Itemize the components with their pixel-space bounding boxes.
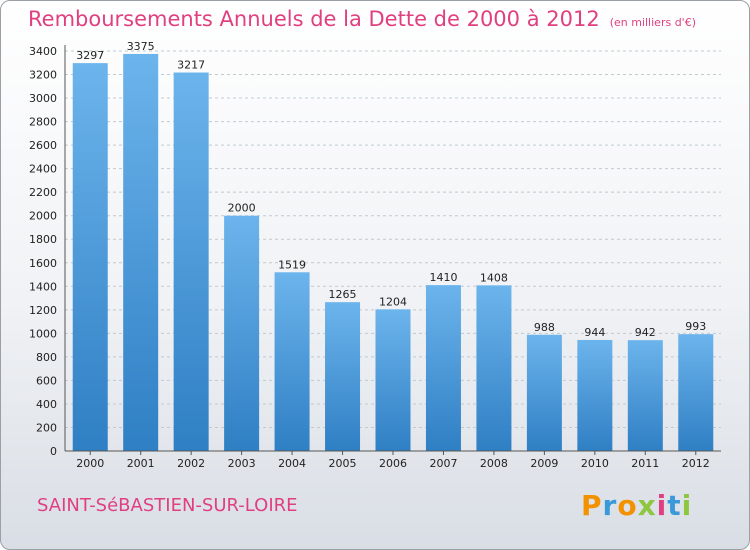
chart-subtitle: (en milliers d'€) xyxy=(609,16,696,29)
bar xyxy=(72,63,108,451)
bar xyxy=(476,285,512,451)
data-label: 1408 xyxy=(480,271,508,284)
y-tick-label: 1800 xyxy=(29,233,57,246)
axes: 0 200 400 600 800 1000 1200 1400 1600 1800 2000 220… xyxy=(29,45,721,470)
logo-letter: P xyxy=(581,489,603,522)
x-tick-label: 2010 xyxy=(581,457,609,470)
y-tick-label: 3400 xyxy=(29,45,57,58)
y-tick-label: 2600 xyxy=(29,139,57,152)
data-label: 1519 xyxy=(278,258,306,271)
y-tick-label: 3200 xyxy=(29,69,57,82)
logo-letter: o xyxy=(617,489,638,522)
data-label: 3217 xyxy=(177,59,205,72)
bar xyxy=(274,272,310,451)
bar xyxy=(375,309,411,451)
bar xyxy=(325,302,361,451)
data-label: 3375 xyxy=(127,40,155,53)
city-name: SAINT-SéBASTIEN-SUR-LOIRE xyxy=(37,495,298,516)
y-tick-label: 2400 xyxy=(29,163,57,176)
bar xyxy=(173,72,209,451)
logo-letter: r xyxy=(602,489,618,522)
data-label: 2000 xyxy=(228,202,256,215)
x-tick-label: 2011 xyxy=(631,457,659,470)
x-tick-label: 2000 xyxy=(76,457,104,470)
logo-letter: t xyxy=(667,489,682,522)
x-tick-label: 2003 xyxy=(228,457,256,470)
bar xyxy=(526,334,562,451)
y-tick-label: 2200 xyxy=(29,186,57,199)
bars: 3297 3375 3217 2000 1519 1265 1204 1410 1408 988 9… xyxy=(72,40,714,452)
x-tick-label: 2001 xyxy=(127,457,155,470)
logo-letter: i xyxy=(681,489,693,522)
x-tick-label: 2002 xyxy=(177,457,205,470)
bar xyxy=(425,285,461,451)
data-label: 942 xyxy=(635,326,656,339)
chart-title-text: Remboursements Annuels de la Dette de 20… xyxy=(28,7,600,31)
x-tick-label: 2008 xyxy=(480,457,508,470)
bar xyxy=(224,215,260,451)
x-tick-label: 2006 xyxy=(379,457,407,470)
data-label: 988 xyxy=(534,321,555,334)
y-tick-label: 0 xyxy=(50,445,57,458)
bar xyxy=(627,340,663,451)
x-tick-label: 2004 xyxy=(278,457,306,470)
data-label: 1410 xyxy=(429,271,457,284)
y-tick-label: 3000 xyxy=(29,92,57,105)
data-label: 993 xyxy=(685,320,706,333)
logo-letter: x xyxy=(637,489,657,522)
logo-letter: i xyxy=(656,489,668,522)
data-label: 1204 xyxy=(379,295,407,308)
y-tick-label: 1000 xyxy=(29,327,57,340)
bar xyxy=(577,339,613,451)
y-tick-label: 1200 xyxy=(29,304,57,317)
y-tick-label: 800 xyxy=(36,351,57,364)
data-label: 3297 xyxy=(76,49,104,62)
y-tick-label: 1400 xyxy=(29,280,57,293)
bar xyxy=(678,334,714,451)
y-tick-label: 600 xyxy=(36,374,57,387)
y-tick-label: 2000 xyxy=(29,210,57,223)
x-tick-label: 2012 xyxy=(682,457,710,470)
x-tick-label: 2005 xyxy=(329,457,357,470)
x-tick-label: 2009 xyxy=(530,457,558,470)
x-tick-label: 2007 xyxy=(429,457,457,470)
proxiti-logo: Proxiti xyxy=(581,489,692,522)
chart-title: Remboursements Annuels de la Dette de 20… xyxy=(28,7,696,31)
y-tick-label: 2800 xyxy=(29,116,57,129)
y-tick-label: 400 xyxy=(36,398,57,411)
y-tick-label: 1600 xyxy=(29,257,57,270)
data-label: 944 xyxy=(584,326,605,339)
bar xyxy=(123,53,159,452)
data-label: 1265 xyxy=(329,288,357,301)
y-tick-label: 200 xyxy=(36,421,57,434)
